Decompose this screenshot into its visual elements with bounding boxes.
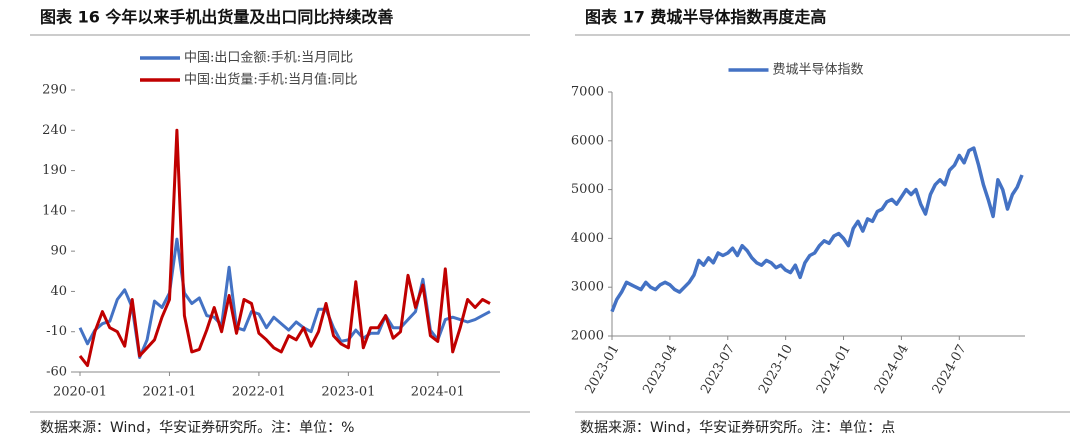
y-tick-label: 40 (50, 284, 67, 299)
legend-label: 费城半导体指数 (773, 63, 864, 78)
y-tick-label: 4000 (571, 231, 604, 246)
y-tick-label: 7000 (571, 85, 604, 100)
y-tick-label: -60 (46, 365, 67, 380)
x-tick-label: 2024-01 (814, 342, 854, 396)
x-tick-label: 2022-01 (232, 385, 286, 400)
legend-label: 中国:出货量:手机:当月值:同比 (184, 72, 358, 88)
x-tick-label: 2021-01 (142, 385, 196, 400)
y-tick-label: 3000 (571, 280, 604, 295)
y-tick-label: 240 (42, 123, 67, 138)
x-tick-label: 2024-07 (930, 342, 970, 396)
chart-title: 图表 16 今年以来手机出货量及出口同比持续改善 (40, 8, 393, 27)
source: 数据来源：Wind，华安证券研究所。注：单位：点 (580, 420, 895, 436)
y-tick-label: 190 (42, 163, 67, 178)
y-tick-label: 5000 (571, 182, 604, 197)
line-series (78, 237, 491, 359)
x-tick-label: 2020-01 (53, 385, 107, 400)
y-tick-label: 6000 (571, 133, 604, 148)
legend-label: 中国:出口金额:手机:当月同比 (184, 50, 353, 66)
y-tick-label: 140 (42, 203, 67, 218)
line-series (610, 146, 1024, 313)
x-tick-label: 2023-10 (756, 342, 796, 396)
y-tick-label: 90 (50, 244, 67, 259)
y-tick-label: -10 (46, 324, 67, 339)
line-series (78, 128, 491, 368)
chart-title: 图表 17 费城半导体指数再度走高 (585, 8, 826, 27)
x-tick-label: 2024-01 (411, 385, 465, 400)
x-tick-label: 2023-01 (582, 342, 622, 396)
x-tick-label: 2023-01 (321, 385, 375, 400)
y-tick-label: 2000 (571, 329, 604, 344)
x-tick-label: 2024-04 (872, 342, 912, 396)
y-tick-label: 290 (42, 83, 67, 98)
x-tick-label: 2023-07 (698, 342, 738, 396)
x-tick-label: 2023-04 (640, 342, 680, 396)
source: 数据来源：Wind，华安证券研究所。注：单位：% (40, 420, 355, 436)
